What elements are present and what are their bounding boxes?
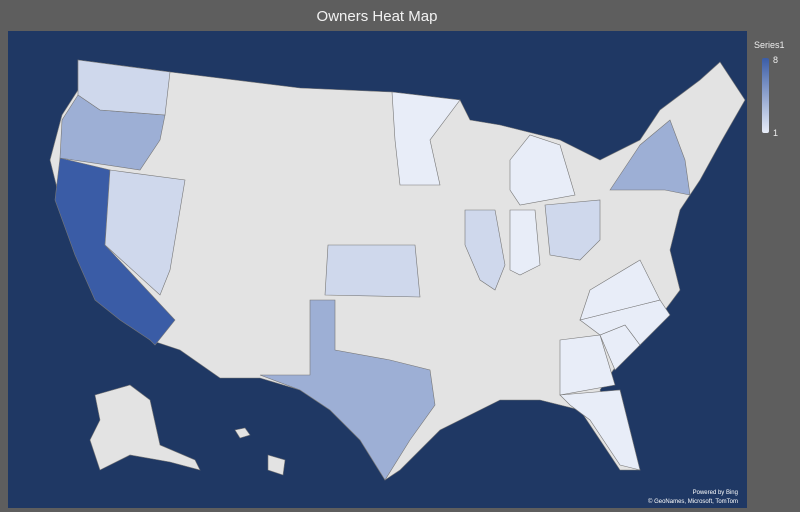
legend-min-label: 1 <box>773 128 779 138</box>
attribution-powered-by: Powered by Bing <box>692 490 738 496</box>
map-area[interactable] <box>8 31 747 508</box>
attribution-copyright: © GeoNames, Microsoft, TomTom <box>648 499 738 505</box>
region-minnesota[interactable] <box>391 91 461 186</box>
map-title: Owners Heat Map <box>316 8 438 25</box>
region-washington[interactable] <box>77 59 171 116</box>
region-indiana[interactable] <box>509 209 541 276</box>
region-alaska[interactable] <box>89 384 201 471</box>
legend-color-scale <box>762 58 769 133</box>
region-texas[interactable] <box>259 299 436 481</box>
region-new-york[interactable] <box>609 119 691 196</box>
region-kansas[interactable] <box>324 244 421 298</box>
legend-title: Series1 <box>754 40 785 50</box>
region-illinois[interactable] <box>464 209 506 291</box>
region-virginia[interactable] <box>579 259 661 321</box>
region-florida[interactable] <box>559 389 641 471</box>
region-hawaii[interactable] <box>234 427 251 439</box>
legend-max-label: 8 <box>773 55 779 65</box>
region-hawaii-big-island[interactable] <box>267 454 286 476</box>
region-georgia[interactable] <box>559 334 616 396</box>
us-map <box>49 59 746 481</box>
region-nevada[interactable] <box>104 169 186 296</box>
region-michigan[interactable] <box>509 134 576 206</box>
region-ohio[interactable] <box>544 199 601 261</box>
